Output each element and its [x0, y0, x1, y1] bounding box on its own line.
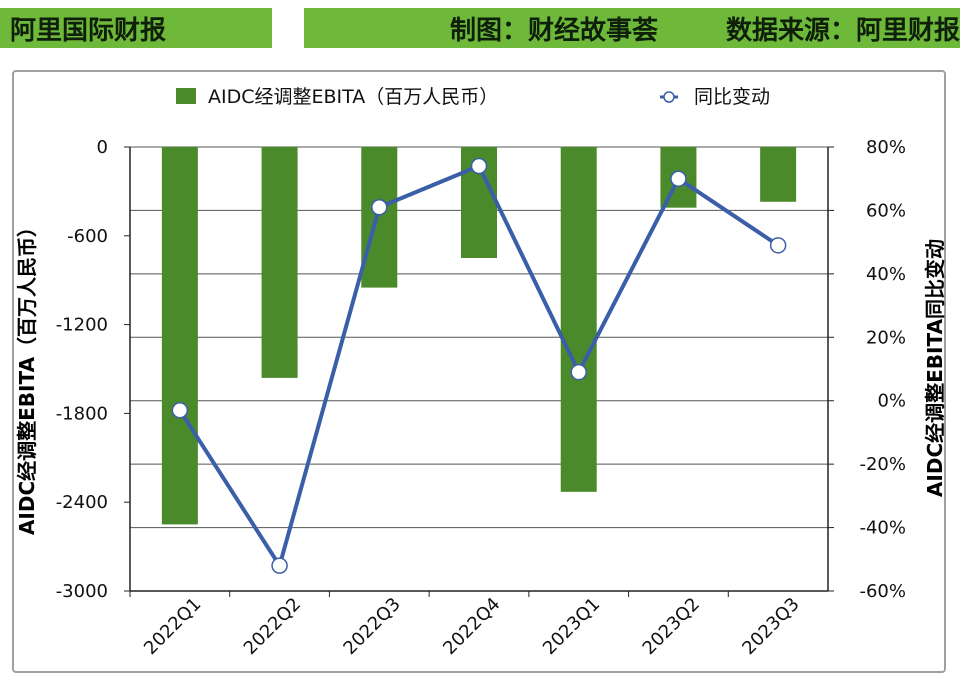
header-right-source: 数据来源：阿里财报: [662, 8, 960, 48]
x-tick-label: 2022Q3: [339, 594, 404, 659]
yoy-point-2022Q4: [470, 157, 488, 175]
chart-frame: [12, 70, 946, 673]
header-banner: 阿里国际财报 制图：财经故事荟 数据来源：阿里财报: [0, 0, 960, 56]
legend-line-marker: [663, 91, 675, 103]
yoy-line: [171, 157, 787, 574]
bars: [161, 147, 797, 525]
bar-2022Q2: [261, 147, 298, 378]
bar-2022Q3: [361, 147, 398, 288]
x-tick-label: 2023Q2: [639, 594, 704, 659]
x-tick-label: 2023Q3: [738, 594, 803, 659]
header-left-title: 阿里国际财报: [0, 8, 272, 48]
legend-bar-swatch: [176, 88, 196, 104]
yoy-point-2022Q1: [171, 401, 189, 419]
yoy-point-2023Q1: [570, 363, 587, 381]
yoy-point-2022Q3: [371, 199, 388, 216]
yoy-point-2023Q3: [769, 237, 787, 254]
y-axis-label: AIDC经调整EBITA（百万人民币）: [15, 217, 39, 535]
legend-bar-label: AIDC经调整EBITA（百万人民币）: [208, 86, 498, 108]
legend: AIDC经调整EBITA（百万人民币） 同比变动: [176, 86, 770, 108]
y-tick-label: -600: [67, 226, 108, 247]
y2-tick-label: 40%: [866, 264, 906, 285]
bar-2023Q3: [760, 147, 797, 202]
y2-tick-label: -20%: [859, 454, 906, 475]
y2-tick-label: 20%: [866, 327, 906, 348]
bar-2022Q1: [161, 147, 198, 525]
y-tick-label: -1200: [56, 315, 108, 336]
x-tick-label: 2023Q1: [539, 594, 604, 659]
bar-2023Q1: [560, 147, 597, 492]
y2-tick-label: 60%: [866, 200, 906, 221]
y2-tick-label: -40%: [859, 518, 906, 539]
x-tick-label: 2022Q4: [439, 594, 504, 659]
y2-tick-label: -60%: [859, 581, 906, 602]
y2-tick-label: 0%: [877, 391, 906, 412]
y-tick-label: -3000: [56, 581, 108, 602]
yoy-point-2023Q2: [670, 170, 687, 187]
y2-tick-label: 80%: [866, 137, 906, 158]
x-tick-label: 2022Q1: [140, 594, 205, 659]
yoy-point-2022Q2: [271, 557, 288, 574]
x-tick-label: 2022Q2: [240, 594, 305, 659]
y-tick-label: -2400: [56, 492, 108, 513]
y-tick-label: 0: [97, 137, 108, 158]
header-middle-credit: 制图：财经故事荟: [304, 8, 676, 48]
axes: [124, 146, 834, 597]
y-tick-label: -1800: [56, 403, 108, 424]
legend-line-label: 同比变动: [694, 86, 770, 108]
y2-axis-label: AIDC经调整EBITA同比变动: [923, 239, 947, 497]
